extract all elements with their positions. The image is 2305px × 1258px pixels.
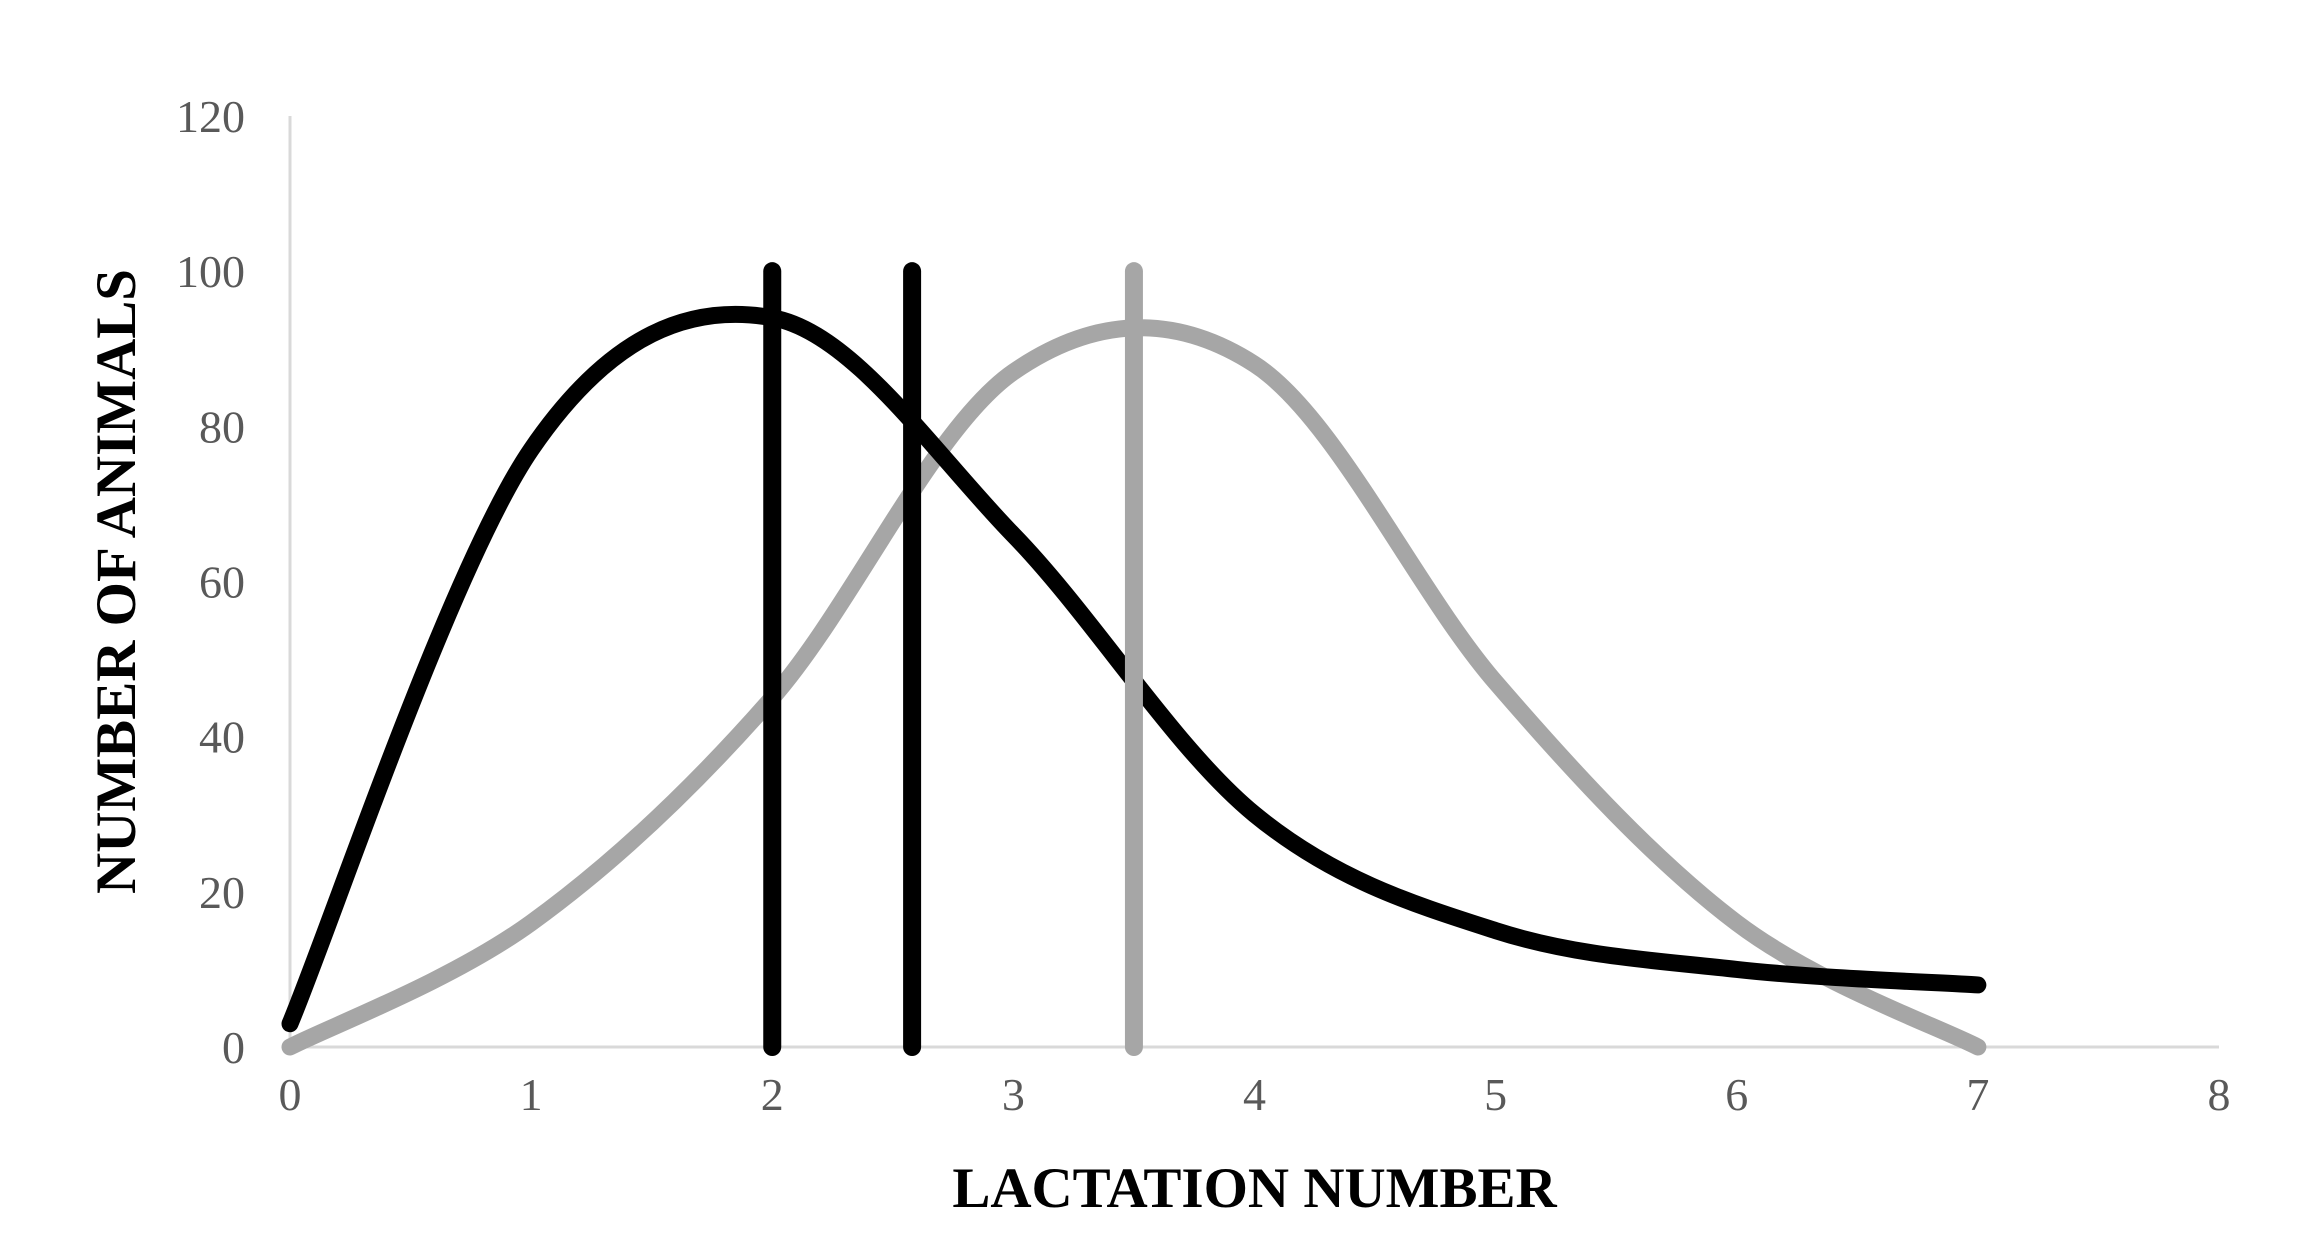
x-tick-labels: 0 1 2 3 4 5 6 7 8	[279, 1069, 2231, 1120]
series-line-1	[281, 305, 1987, 1033]
x-tick-label: 8	[2208, 1069, 2231, 1120]
y-tick-label: 80	[199, 401, 245, 452]
x-tick-label: 5	[1484, 1069, 1507, 1120]
x-tick-label: 7	[1966, 1069, 1989, 1120]
y-tick-label: 20	[199, 867, 245, 918]
y-tick-label: 120	[176, 91, 245, 142]
x-tick-label: 6	[1725, 1069, 1748, 1120]
x-tick-label: 1	[520, 1069, 543, 1120]
y-tick-label: 100	[176, 246, 245, 297]
x-tick-label: 0	[279, 1069, 302, 1120]
y-tick-label: 0	[222, 1022, 245, 1073]
y-tick-label: 60	[199, 557, 245, 608]
y-tick-labels: 0 20 40 60 80 100 120	[176, 91, 245, 1073]
y-tick-label: 40	[199, 712, 245, 763]
axes	[288, 116, 2219, 1049]
x-tick-label: 2	[761, 1069, 784, 1120]
vertical-lines-group	[763, 262, 1143, 1056]
x-tick-label: 3	[1002, 1069, 1025, 1120]
y-axis-title: NUMBER OF ANIMALS	[85, 269, 148, 894]
x-axis-title: LACTATION NUMBER	[952, 1157, 1557, 1220]
x-tick-label: 4	[1243, 1069, 1266, 1120]
